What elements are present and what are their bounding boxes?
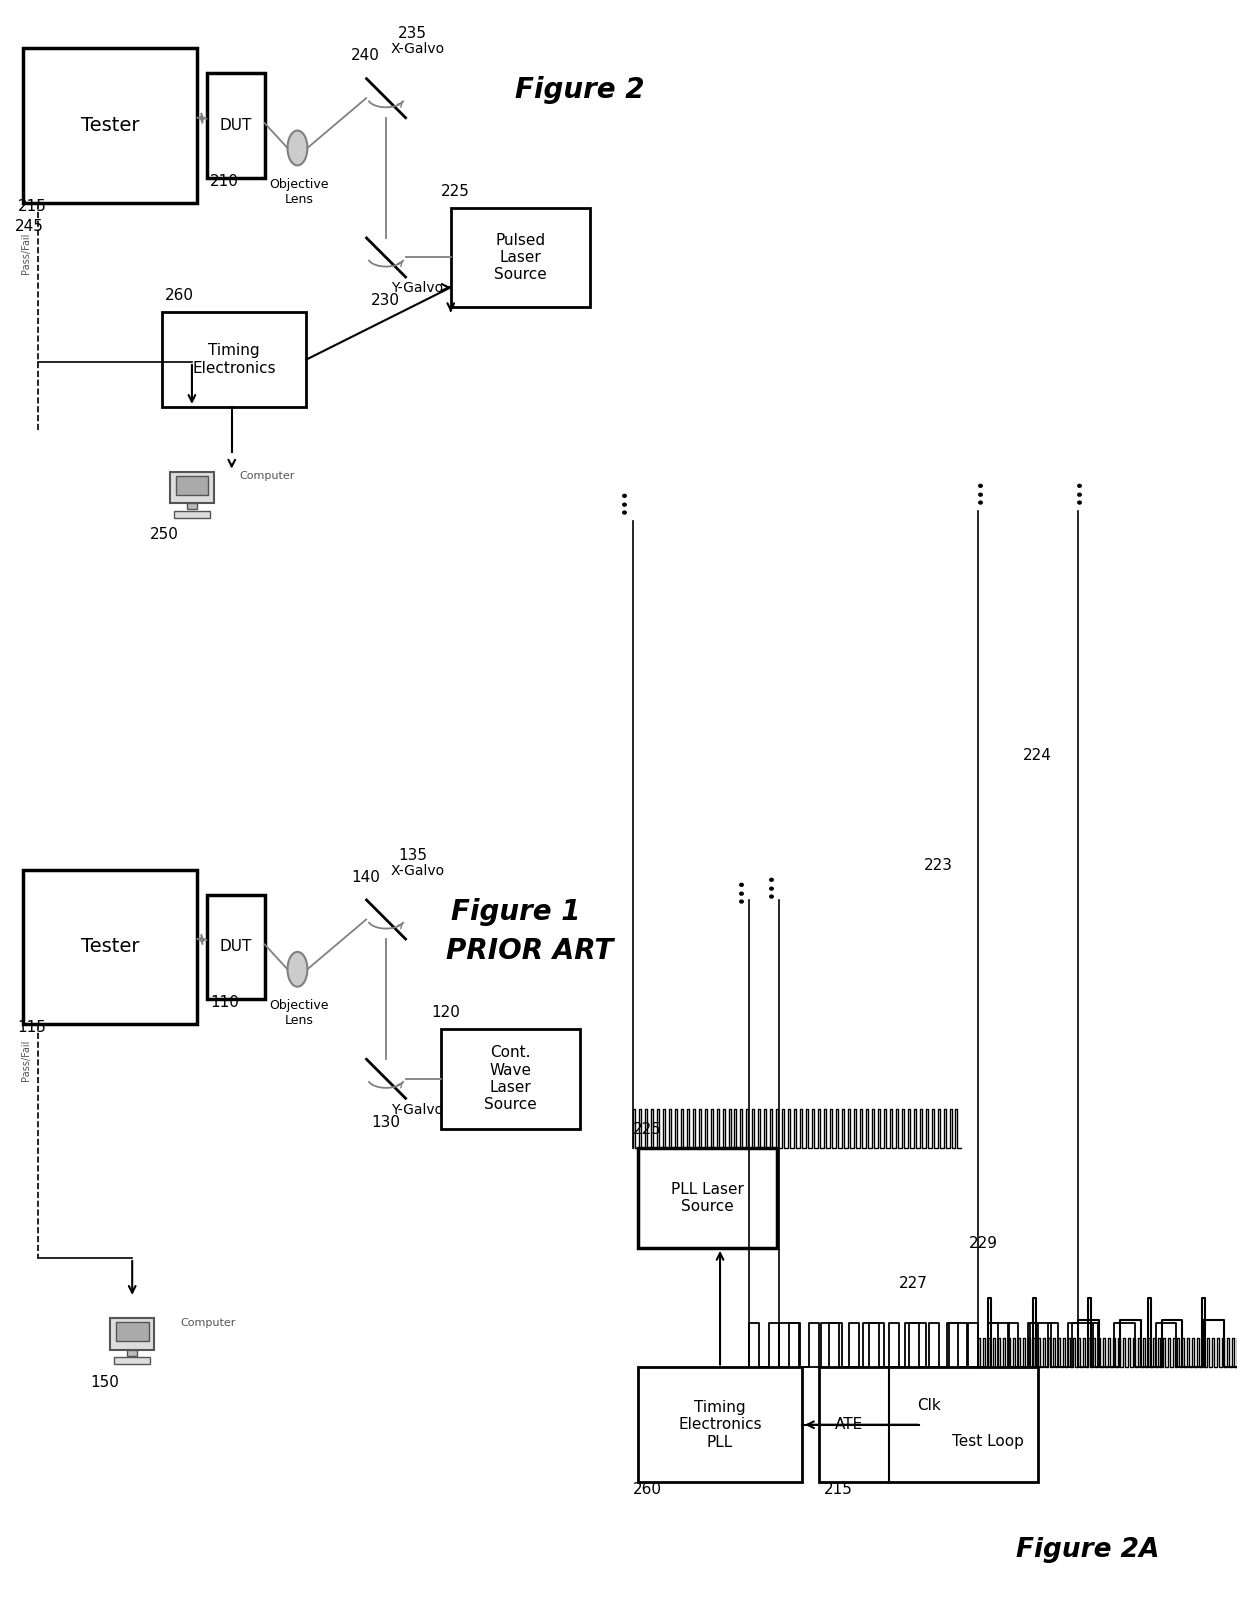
Text: Pass/Fail: Pass/Fail xyxy=(21,1039,31,1081)
Text: 120: 120 xyxy=(430,1005,460,1020)
Text: 223: 223 xyxy=(924,858,952,873)
Text: Timing
Electronics: Timing Electronics xyxy=(192,343,277,376)
Text: Objective
Lens: Objective Lens xyxy=(269,999,329,1026)
Bar xyxy=(22,49,197,202)
Text: X-Galvo: X-Galvo xyxy=(391,42,445,57)
Bar xyxy=(820,1368,1038,1481)
Bar xyxy=(637,1148,777,1248)
Bar xyxy=(174,510,210,518)
Text: 115: 115 xyxy=(17,1020,47,1035)
Bar xyxy=(187,504,197,510)
Bar xyxy=(637,1368,802,1481)
Text: Tester: Tester xyxy=(81,117,139,134)
Text: 230: 230 xyxy=(371,293,401,308)
Text: Cont.
Wave
Laser
Source: Cont. Wave Laser Source xyxy=(484,1046,537,1112)
Text: •••: ••• xyxy=(764,871,780,897)
Text: Figure 1: Figure 1 xyxy=(451,897,580,926)
Text: •••: ••• xyxy=(1073,478,1087,505)
Text: 260: 260 xyxy=(632,1481,662,1498)
Text: •••: ••• xyxy=(734,876,749,903)
Bar xyxy=(170,471,213,504)
Text: 225: 225 xyxy=(632,1122,662,1137)
Text: 110: 110 xyxy=(210,996,239,1010)
Text: 215: 215 xyxy=(825,1481,853,1498)
Text: Timing
Electronics
PLL: Timing Electronics PLL xyxy=(678,1400,761,1449)
Text: Computer: Computer xyxy=(180,1318,236,1328)
Text: PLL Laser
Source: PLL Laser Source xyxy=(671,1182,744,1214)
Text: 225: 225 xyxy=(440,185,470,199)
Bar xyxy=(440,1030,580,1128)
Text: DUT: DUT xyxy=(219,939,252,954)
Bar xyxy=(114,1357,150,1363)
Bar xyxy=(110,1318,154,1350)
Text: Pass/Fail: Pass/Fail xyxy=(21,233,31,274)
Text: 130: 130 xyxy=(371,1114,401,1130)
Bar xyxy=(115,1321,149,1341)
Bar xyxy=(207,73,264,178)
Text: X-Galvo: X-Galvo xyxy=(391,863,445,877)
Text: 250: 250 xyxy=(150,528,179,542)
Bar xyxy=(22,869,197,1025)
Bar xyxy=(128,1350,136,1355)
Text: Figure 2: Figure 2 xyxy=(516,76,645,104)
Text: 224: 224 xyxy=(1023,748,1052,763)
Text: DUT: DUT xyxy=(219,118,252,133)
Text: 260: 260 xyxy=(165,288,193,303)
Text: Tester: Tester xyxy=(81,937,139,957)
Text: •••: ••• xyxy=(973,478,988,505)
Text: 240: 240 xyxy=(351,49,381,63)
Text: 229: 229 xyxy=(968,1235,997,1251)
Bar xyxy=(451,207,590,308)
Text: Test Loop: Test Loop xyxy=(952,1434,1024,1449)
Text: PRIOR ART: PRIOR ART xyxy=(446,937,613,965)
Text: Y-Galvo: Y-Galvo xyxy=(391,1103,443,1117)
Text: Y-Galvo: Y-Galvo xyxy=(391,282,443,295)
Text: 235: 235 xyxy=(398,26,427,42)
Text: 210: 210 xyxy=(210,173,239,189)
Text: Figure 2A: Figure 2A xyxy=(1017,1536,1159,1562)
Bar xyxy=(162,312,306,406)
Text: Clk: Clk xyxy=(916,1399,940,1413)
Text: ATE: ATE xyxy=(835,1417,863,1433)
Text: Pulsed
Laser
Source: Pulsed Laser Source xyxy=(494,233,547,282)
Text: 227: 227 xyxy=(899,1276,928,1290)
Text: 215: 215 xyxy=(17,199,47,214)
Text: Computer: Computer xyxy=(239,471,295,481)
Bar xyxy=(207,895,264,999)
Ellipse shape xyxy=(288,952,308,986)
Text: 140: 140 xyxy=(351,869,381,884)
Ellipse shape xyxy=(288,131,308,165)
Text: Objective
Lens: Objective Lens xyxy=(269,178,329,206)
Text: •••: ••• xyxy=(618,487,632,515)
Bar xyxy=(176,476,208,495)
Text: 150: 150 xyxy=(91,1376,119,1391)
Text: 245: 245 xyxy=(15,219,43,233)
Text: 135: 135 xyxy=(398,848,427,863)
